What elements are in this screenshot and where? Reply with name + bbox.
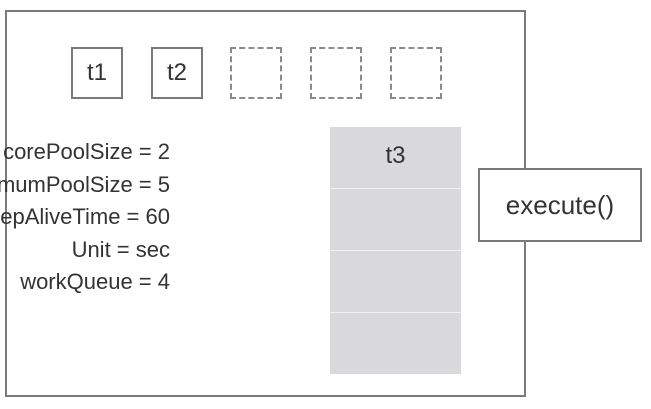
core-pool-size-label: corePoolSize = 2: [3, 139, 170, 164]
execute-box: execute(): [478, 168, 642, 242]
maximum-pool-size-label: maximumPoolSize = 5: [0, 171, 170, 197]
thread-slot-t1: t1: [71, 47, 123, 99]
thread-slot-t2: t2: [151, 47, 203, 99]
pool-config: corePoolSize = 2 maximumPoolSize = 5 kee…: [0, 136, 170, 299]
queue-cell-label: t3: [385, 142, 406, 169]
empty-thread-slot: [310, 47, 362, 99]
empty-thread-slot: [390, 47, 442, 99]
thread-label: t2: [166, 59, 187, 86]
queue-divider: [330, 188, 461, 189]
queue-cell: [330, 189, 461, 250]
queue-divider: [330, 250, 461, 251]
execute-label: execute(): [505, 189, 615, 220]
thread-pool-container: t1 t2 corePoolSize = 2 maximumPoolSize =…: [0, 10, 526, 397]
unit-label: Unit = sec: [71, 236, 170, 262]
work-queue: t3: [330, 127, 461, 374]
queue-divider: [330, 312, 461, 313]
queue-cell: t3: [330, 127, 461, 188]
work-queue-label: workQueue = 4: [20, 269, 170, 294]
keep-alive-time-label: keepAliveTime = 60: [0, 204, 170, 229]
empty-thread-slot: [230, 47, 282, 99]
queue-cell: [330, 313, 461, 374]
queue-cell: [330, 251, 461, 312]
thread-label: t1: [86, 59, 107, 86]
